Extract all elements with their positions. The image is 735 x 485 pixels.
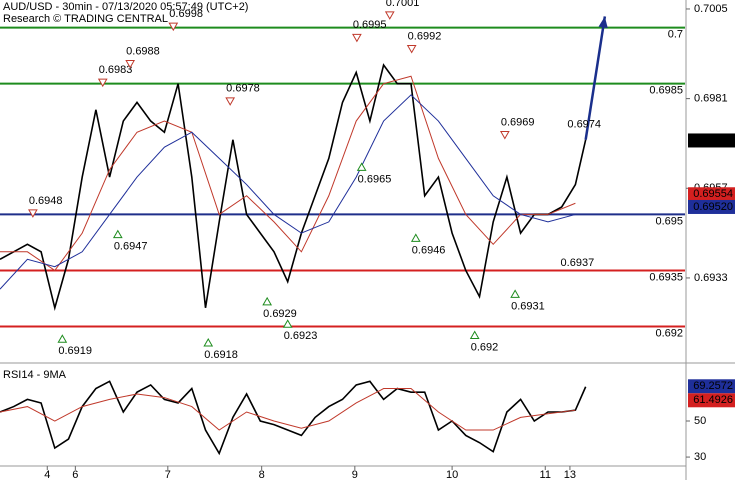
price-tag <box>688 199 735 214</box>
annotation-label: 0.6969 <box>501 116 535 128</box>
y-tick-label: 0.7005 <box>694 3 728 15</box>
y-tick-label: 0.6933 <box>694 272 728 284</box>
price-tag-label: 0.69698 <box>693 134 733 146</box>
resistance-marker <box>406 45 417 54</box>
annotation-label: 0.6931 <box>511 300 545 312</box>
support-marker <box>57 334 68 343</box>
resistance-marker <box>125 59 136 69</box>
y-tick-label: 0.6981 <box>694 93 728 105</box>
annotation-label: 0.692 <box>471 341 499 353</box>
annotation-label: 0.6995 <box>353 19 387 31</box>
annotation-label: 0.6919 <box>58 345 92 357</box>
x-tick-label: 13 <box>564 469 576 480</box>
chart-subtitle: Research © TRADING CENTRAL <box>3 13 168 25</box>
annotation-label: 0.6974 <box>567 119 601 131</box>
price-tag <box>688 379 735 394</box>
annotation-label: 0.6918 <box>204 349 238 361</box>
panel-title: RSI14 - 9MA <box>3 369 67 381</box>
x-tick-label: 8 <box>259 469 265 480</box>
price-tag-label: 61.4926 <box>693 394 733 406</box>
annotation-label: 0.6929 <box>263 308 297 320</box>
annotation-label: 0.6948 <box>29 195 63 207</box>
x-tick-label: 9 <box>352 469 358 480</box>
y-tick-label: 50 <box>694 415 706 427</box>
support-marker <box>410 233 421 242</box>
support-marker <box>203 337 214 347</box>
x-tick-label: 7 <box>165 469 171 480</box>
series-line <box>0 380 587 456</box>
annotation-label: 0.6923 <box>284 330 318 342</box>
resistance-marker <box>97 78 108 88</box>
y-tick-label: 30 <box>694 451 706 463</box>
series-line <box>0 94 576 290</box>
price-tag <box>688 187 735 202</box>
price-tag-label: 0.69554 <box>693 188 733 200</box>
support-marker <box>356 162 367 171</box>
price-tag-label: 69.2572 <box>693 380 733 392</box>
forecast-arrow <box>584 16 607 140</box>
price-tag-label: 0.69520 <box>693 201 733 213</box>
annotation-label: 0.6946 <box>412 244 446 256</box>
annotation-label: 0.6937 <box>561 257 595 269</box>
x-tick-label: 10 <box>446 469 458 480</box>
level-label: 0.6985 <box>649 85 683 97</box>
support-marker <box>282 319 293 328</box>
support-marker <box>510 289 520 298</box>
support-marker <box>112 229 123 239</box>
x-tick-label: 11 <box>540 469 551 480</box>
annotation-label: 0.6988 <box>126 45 160 57</box>
series-line <box>0 75 576 272</box>
annotation-label: 0.6965 <box>358 173 392 185</box>
annotation-label: 0.6998 <box>169 8 203 20</box>
resistance-marker <box>499 130 510 140</box>
annotation-label: 0.7001 <box>386 0 420 9</box>
price-tag <box>688 133 735 148</box>
support-marker <box>469 330 480 340</box>
resistance-marker <box>225 97 236 106</box>
support-marker <box>262 296 273 306</box>
series-line <box>0 388 576 431</box>
level-label: 0.6935 <box>649 271 683 283</box>
annotation-label: 0.6992 <box>408 30 442 42</box>
resistance-marker <box>352 33 362 43</box>
x-tick-label: 6 <box>72 469 78 480</box>
resistance-marker <box>168 22 179 32</box>
forecast-arrowhead <box>598 16 608 29</box>
series-line <box>0 63 587 311</box>
chart-title: AUD/USD - 30min - 07/13/2020 05:57:49 (U… <box>3 1 248 13</box>
price-tag <box>688 393 735 408</box>
resistance-marker <box>384 11 395 20</box>
level-label: 0.695 <box>655 215 683 227</box>
level-label: 0.7 <box>668 29 683 41</box>
resistance-marker <box>28 209 38 218</box>
x-tick-label: 4 <box>44 469 50 480</box>
level-label: 0.692 <box>655 327 683 339</box>
annotation-label: 0.6947 <box>114 241 148 253</box>
annotation-label: 0.6983 <box>99 64 133 76</box>
annotation-label: 0.6978 <box>226 83 260 95</box>
